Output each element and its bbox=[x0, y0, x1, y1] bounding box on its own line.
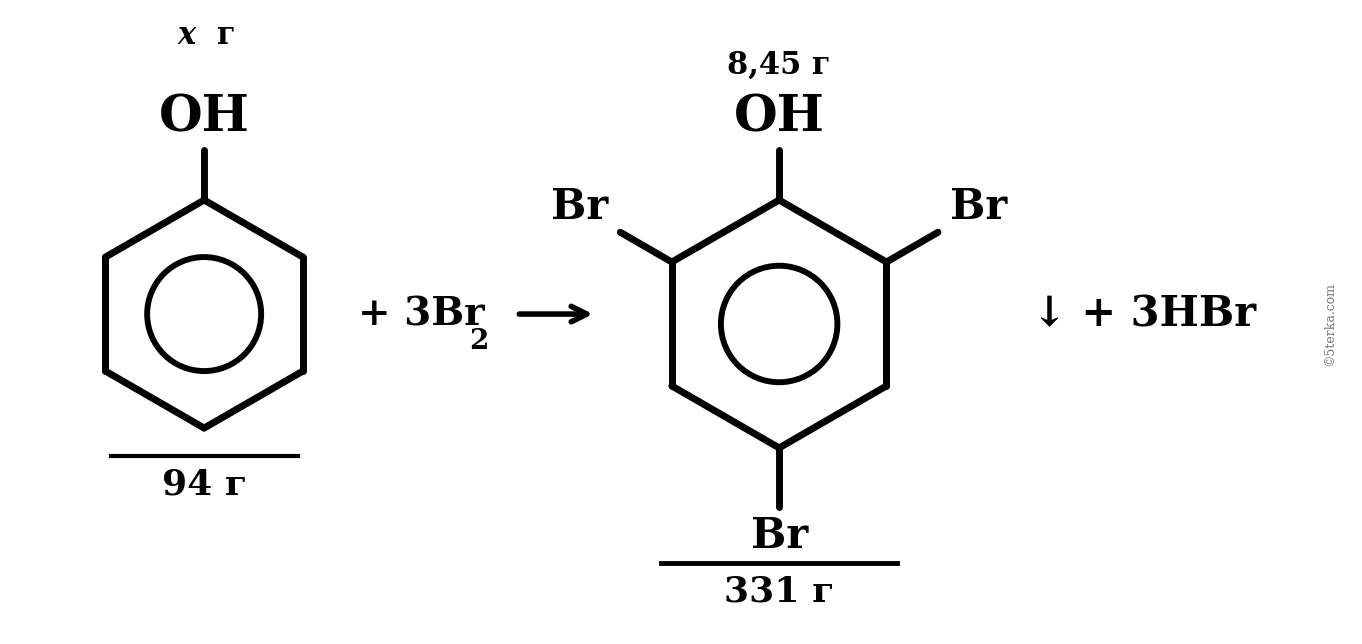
Text: 331 г: 331 г bbox=[725, 575, 835, 609]
Text: Br: Br bbox=[949, 186, 1007, 229]
Text: 94 г: 94 г bbox=[162, 468, 247, 502]
Text: + 3Br: + 3Br bbox=[358, 295, 485, 333]
Text: Br: Br bbox=[750, 515, 808, 557]
Text: OH: OH bbox=[734, 93, 824, 142]
Text: OH: OH bbox=[159, 93, 249, 142]
Text: ↓ + 3HBr: ↓ + 3HBr bbox=[1032, 293, 1256, 335]
Text: Br: Br bbox=[552, 186, 609, 229]
Text: ©5terka.com: ©5terka.com bbox=[1323, 282, 1336, 366]
Text: 8,45 г: 8,45 г bbox=[727, 50, 831, 81]
Text: x: x bbox=[177, 21, 195, 52]
Text: 2: 2 bbox=[469, 328, 488, 355]
Text: г: г bbox=[217, 21, 236, 52]
